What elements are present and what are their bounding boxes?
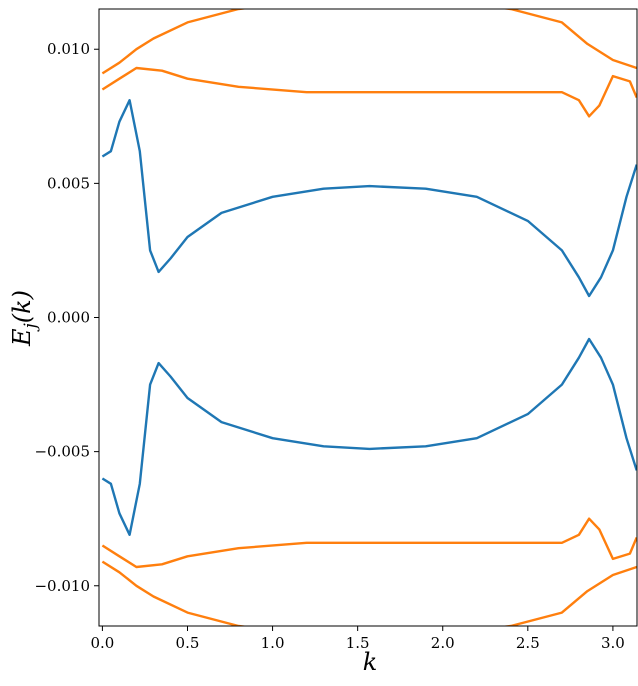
x-tick-label: 0.0 — [90, 634, 114, 652]
x-tick-label: 2.5 — [516, 634, 540, 652]
x-tick-label: 1.0 — [261, 634, 285, 652]
x-axis-ticks: 0.0 0.5 1.0 1.5 2.0 2.5 3.0 — [90, 626, 625, 652]
series-layer — [101, 9, 637, 626]
series-line-6 — [101, 560, 637, 626]
y-axis-label: Ej(k) — [8, 290, 41, 347]
x-tick-label: 1.5 — [346, 634, 370, 652]
x-axis-label: k — [363, 648, 378, 676]
y-tick-label: 0.005 — [47, 174, 90, 192]
plot-area-background — [99, 9, 637, 626]
series-line-3 — [101, 66, 637, 118]
x-tick-label: 0.5 — [176, 634, 200, 652]
series-line-5 — [101, 9, 637, 75]
y-tick-label: 0.010 — [47, 40, 90, 58]
series-line-2 — [101, 337, 637, 536]
y-tick-label: −0.010 — [34, 577, 90, 595]
series-line-1 — [101, 99, 637, 298]
y-axis-ticks: −0.010 −0.005 0.000 0.005 0.010 — [34, 40, 99, 595]
y-axis-label-subscript: j — [21, 323, 41, 333]
x-tick-label: 2.0 — [431, 634, 455, 652]
y-tick-label: 0.000 — [47, 309, 90, 327]
x-tick-label: 3.0 — [601, 634, 625, 652]
y-tick-label: −0.005 — [34, 443, 90, 461]
series-line-4 — [101, 517, 637, 569]
y-axis-label-rest: (k) — [8, 290, 36, 323]
y-axis-label-main: E — [8, 328, 36, 347]
